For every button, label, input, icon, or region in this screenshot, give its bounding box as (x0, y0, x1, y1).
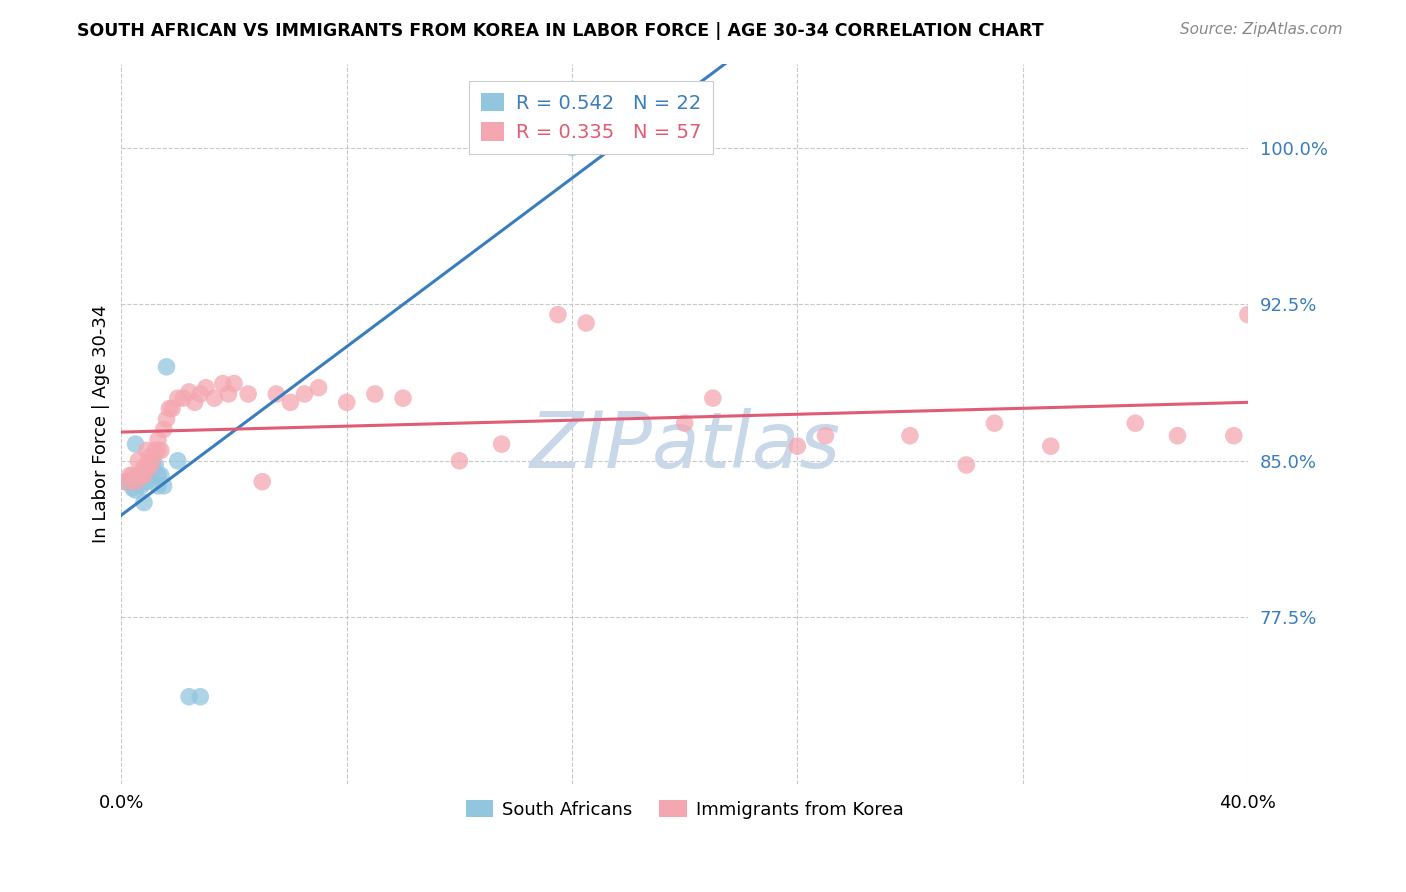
Point (336, 395, 359, 409)
Point (118, 468, 141, 483)
Point (183, 395, 205, 409)
Point (157, 401, 180, 416)
Point (141, 454, 163, 468)
Point (138, 450, 160, 464)
Point (491, 437, 513, 451)
Point (194, 381, 217, 395)
Point (146, 433, 169, 447)
Point (211, 376, 233, 391)
Text: ZIPatlas: ZIPatlas (529, 408, 841, 483)
Point (1123, 416, 1146, 430)
Point (1223, 428, 1246, 442)
Text: SOUTH AFRICAN VS IMMIGRANTS FROM KOREA IN LABOR FORCE | AGE 30-34 CORRELATION CH: SOUTH AFRICAN VS IMMIGRANTS FROM KOREA I… (77, 22, 1043, 40)
Point (124, 475, 146, 489)
Point (1166, 428, 1188, 442)
Point (547, 308, 569, 322)
Point (308, 381, 330, 395)
Point (124, 437, 146, 451)
Point (166, 454, 188, 468)
Point (252, 475, 274, 489)
Point (583, 134, 606, 148)
Point (127, 468, 149, 483)
Point (149, 443, 172, 458)
Point (449, 454, 471, 468)
Point (392, 391, 415, 405)
Point (127, 468, 149, 483)
Point (129, 479, 152, 493)
Point (149, 468, 172, 483)
Point (143, 443, 166, 458)
Point (188, 690, 211, 704)
Point (135, 443, 157, 458)
Point (955, 458, 977, 472)
Point (155, 412, 177, 426)
Point (127, 454, 149, 468)
Point (188, 387, 211, 401)
Point (146, 443, 169, 458)
Point (146, 468, 169, 483)
Point (124, 483, 146, 497)
Point (561, 140, 583, 154)
Point (1237, 308, 1260, 322)
Point (673, 416, 696, 430)
Point (786, 439, 808, 453)
Point (575, 316, 598, 330)
Point (814, 428, 837, 442)
Point (132, 460, 155, 475)
Point (202, 391, 225, 405)
Y-axis label: In Labor Force | Age 30-34: In Labor Force | Age 30-34 (93, 305, 110, 543)
Point (115, 475, 138, 489)
Point (1039, 439, 1062, 453)
Point (132, 468, 155, 483)
Point (143, 458, 166, 472)
Point (364, 387, 387, 401)
Point (280, 395, 302, 409)
Point (238, 387, 260, 401)
Point (121, 468, 143, 483)
Point (166, 391, 188, 405)
Point (702, 391, 724, 405)
Point (983, 416, 1005, 430)
Point (129, 468, 152, 483)
Point (294, 387, 316, 401)
Point (266, 387, 288, 401)
Point (160, 401, 183, 416)
Point (898, 428, 921, 442)
Legend: South Africans, Immigrants from Korea: South Africans, Immigrants from Korea (458, 793, 911, 826)
Point (141, 458, 163, 472)
Point (172, 391, 194, 405)
Point (146, 479, 169, 493)
Point (132, 495, 155, 509)
Point (135, 475, 157, 489)
Point (138, 460, 160, 475)
Text: Source: ZipAtlas.com: Source: ZipAtlas.com (1180, 22, 1343, 37)
Point (222, 376, 245, 391)
Point (152, 422, 174, 436)
Point (217, 387, 239, 401)
Point (112, 475, 135, 489)
Point (135, 460, 157, 475)
Point (177, 690, 200, 704)
Point (138, 468, 160, 483)
Point (155, 359, 177, 374)
Point (121, 481, 143, 495)
Point (152, 479, 174, 493)
Point (118, 475, 141, 489)
Point (177, 384, 200, 399)
